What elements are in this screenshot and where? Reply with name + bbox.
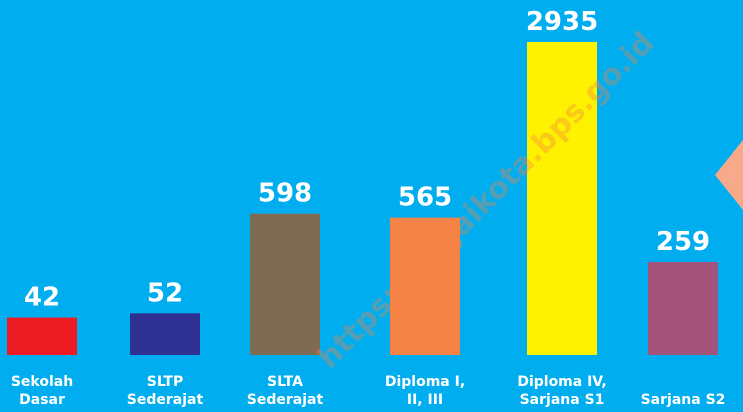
value-label: 2935 xyxy=(526,7,598,37)
category-label: Sarjana S1 xyxy=(520,392,605,408)
bar xyxy=(648,262,718,355)
bar xyxy=(250,213,320,355)
category-label: SLTP xyxy=(147,374,184,390)
value-label: 598 xyxy=(258,179,312,209)
value-label: 52 xyxy=(147,278,183,308)
category-label: Sekolah xyxy=(11,374,73,390)
value-label: 42 xyxy=(24,283,60,313)
value-label: 259 xyxy=(656,227,710,257)
pointer-shape xyxy=(715,140,743,210)
bar xyxy=(7,317,77,355)
value-label: 565 xyxy=(398,183,452,213)
category-label: Diploma IV, xyxy=(517,374,606,390)
bar xyxy=(130,313,200,355)
category-label: Sederajat xyxy=(247,392,324,408)
category-label: SLTA xyxy=(267,374,303,390)
bar xyxy=(527,42,597,355)
category-label: II, III xyxy=(407,392,443,408)
category-label: Sederajat xyxy=(127,392,204,408)
watermark: https://binjaikota.bps.go.id xyxy=(311,25,661,375)
category-label: Sarjana S2 xyxy=(641,392,726,408)
bar xyxy=(390,217,460,355)
category-label: Diploma I, xyxy=(385,374,465,390)
category-label: Dasar xyxy=(19,392,65,408)
